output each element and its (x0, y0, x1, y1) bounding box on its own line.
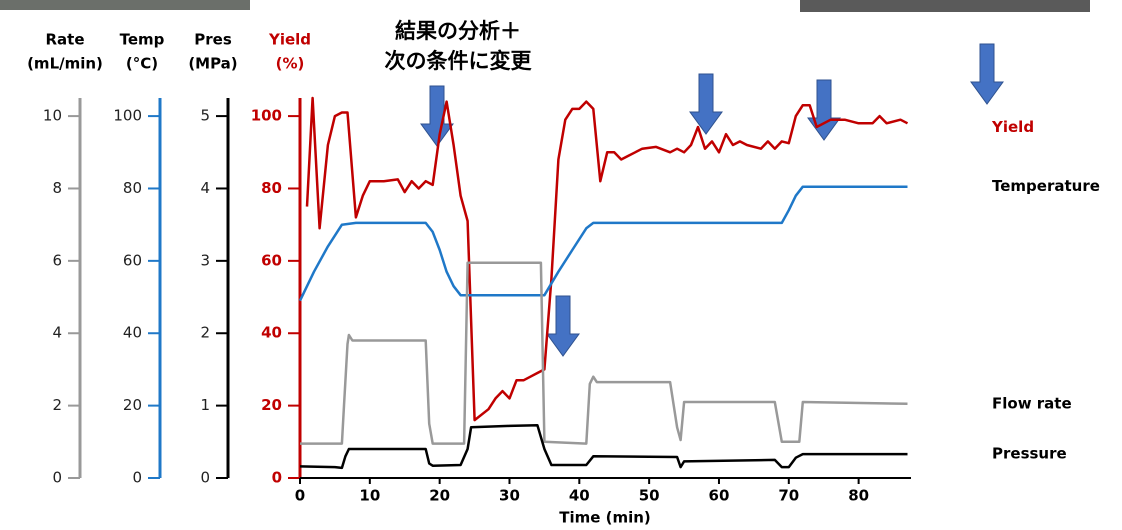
y-tick-label: 0 (132, 469, 142, 487)
y-tick-label: 8 (52, 179, 62, 197)
y-tick-label: 0 (272, 469, 282, 487)
chart: 結果の分析＋ 次の条件に変更 Rate(mL/min)0246810Temp(°… (0, 0, 1122, 530)
series-label: Flow rate (992, 394, 1072, 412)
y-tick-label: 20 (261, 396, 282, 414)
axis-unit: (MPa) (188, 55, 237, 73)
y-tick-label: 1 (200, 396, 210, 414)
y-tick-label: 6 (52, 251, 62, 269)
y-tick-label: 20 (123, 396, 142, 414)
series-line (307, 98, 908, 420)
axis-title: Temp (120, 31, 165, 49)
series-label: Yield (991, 118, 1034, 136)
series-line (300, 425, 908, 468)
annotation: 次の条件に変更 (385, 49, 533, 73)
arrows (421, 44, 1003, 356)
arrow (690, 74, 722, 134)
series-label: Pressure (992, 445, 1067, 463)
y-tick-label: 100 (113, 107, 142, 125)
arrow (971, 44, 1003, 104)
annotation: 結果の分析＋ (395, 19, 521, 43)
arrow (808, 80, 840, 140)
x-tick-label: 10 (359, 487, 380, 505)
y-tick-label: 80 (261, 179, 282, 197)
x-tick-label: 20 (429, 487, 450, 505)
y-tick-label: 10 (43, 107, 62, 125)
y-tick-label: 2 (200, 324, 210, 342)
y-tick-label: 4 (52, 324, 62, 342)
axis-title: Rate (45, 31, 84, 49)
axis-title: Yield (268, 31, 311, 49)
x-tick-label: 0 (295, 487, 305, 505)
axis-title: Pres (194, 31, 232, 49)
series-label: Temperature (992, 177, 1100, 195)
y-tick-label: 60 (261, 251, 282, 269)
x-tick-label: 50 (639, 487, 660, 505)
arrow (547, 296, 579, 356)
y-tick-label: 2 (52, 396, 62, 414)
page: {"chart_data": { "type": "line", "x_labe… (0, 0, 1122, 530)
x-tick-label: 60 (709, 487, 730, 505)
axis-unit: (mL/min) (27, 55, 103, 73)
photo-edge (800, 0, 1090, 12)
y-tick-label: 100 (251, 107, 282, 125)
y-tick-label: 80 (123, 179, 142, 197)
y-tick-label: 40 (123, 324, 142, 342)
y-tick-label: 5 (200, 107, 210, 125)
y-tick-label: 0 (52, 469, 62, 487)
x-tick-label: 40 (569, 487, 590, 505)
y-tick-label: 3 (200, 251, 210, 269)
axis-unit: (%) (276, 55, 305, 73)
x-tick-label: 80 (848, 487, 869, 505)
y-tick-label: 40 (261, 324, 282, 342)
x-tick-label: 30 (499, 487, 520, 505)
axis-unit: (°C) (126, 55, 158, 73)
y-tick-label: 4 (200, 179, 210, 197)
y-tick-label: 60 (123, 251, 142, 269)
y-tick-label: 0 (200, 469, 210, 487)
photo-edge (0, 0, 250, 10)
x-axis-title: Time (min) (559, 509, 651, 527)
series-line (300, 263, 908, 444)
series-line (300, 187, 908, 301)
x-tick-label: 70 (778, 487, 799, 505)
